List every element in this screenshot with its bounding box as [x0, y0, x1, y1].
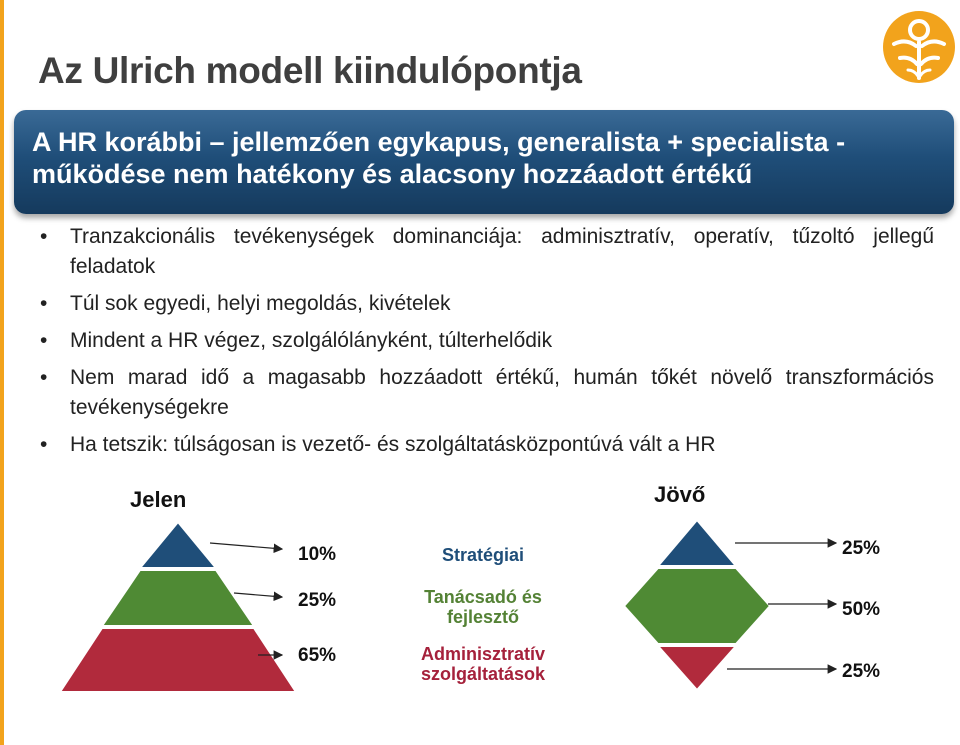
page-title: Az Ulrich modell kiindulópontja — [38, 50, 582, 91]
headline-banner: A HR korábbi – jellemzően egykapus, gene… — [14, 110, 954, 214]
future-label: Jövő — [654, 482, 706, 507]
future-middle-percent: 50% — [842, 599, 881, 620]
category-administrative: Adminisztratív szolgáltatások — [420, 644, 546, 684]
category-strategic: Stratégiai — [441, 545, 525, 565]
present-label: Jelen — [130, 487, 187, 512]
banner-line-2: működése nem hatékony és alacsony hozzáa… — [32, 159, 753, 189]
bullet-item: Nem marad idő a magasabb hozzáadott érté… — [34, 363, 934, 423]
present-top-level — [137, 520, 219, 569]
future-bottom-percent: 25% — [842, 661, 881, 682]
present-bottom-level — [58, 627, 298, 693]
present-middle-percent: 25% — [298, 590, 337, 611]
future-top-percent: 25% — [842, 538, 881, 559]
present-middle-level — [100, 569, 256, 627]
orange-person-logo-icon — [883, 11, 955, 83]
bullet-item: Tranzakcionális tevékenységek dominanciá… — [34, 222, 934, 282]
banner-line-1: A HR korábbi – jellemzően egykapus, gene… — [32, 127, 846, 157]
bullet-item: Mindent a HR végez, szolgálólányként, tú… — [34, 326, 934, 356]
arrow — [209, 542, 284, 554]
category-advisory: Tanácsadó és fejlesztő — [424, 587, 542, 627]
accent-stripe — [0, 0, 4, 745]
present-bottom-percent: 65% — [298, 645, 337, 666]
bullet-item: Ha tetszik: túlságosan is vezető- és szo… — [34, 430, 934, 460]
future-middle-level — [622, 567, 772, 645]
bullet-list: Tranzakcionális tevékenységek dominanciá… — [34, 222, 934, 467]
present-top-percent: 10% — [298, 544, 337, 565]
future-bottom-level — [655, 645, 739, 692]
bullet-item: Túl sok egyedi, helyi megoldás, kivétele… — [34, 289, 934, 319]
arrow — [233, 591, 284, 602]
future-top-level — [655, 518, 739, 567]
